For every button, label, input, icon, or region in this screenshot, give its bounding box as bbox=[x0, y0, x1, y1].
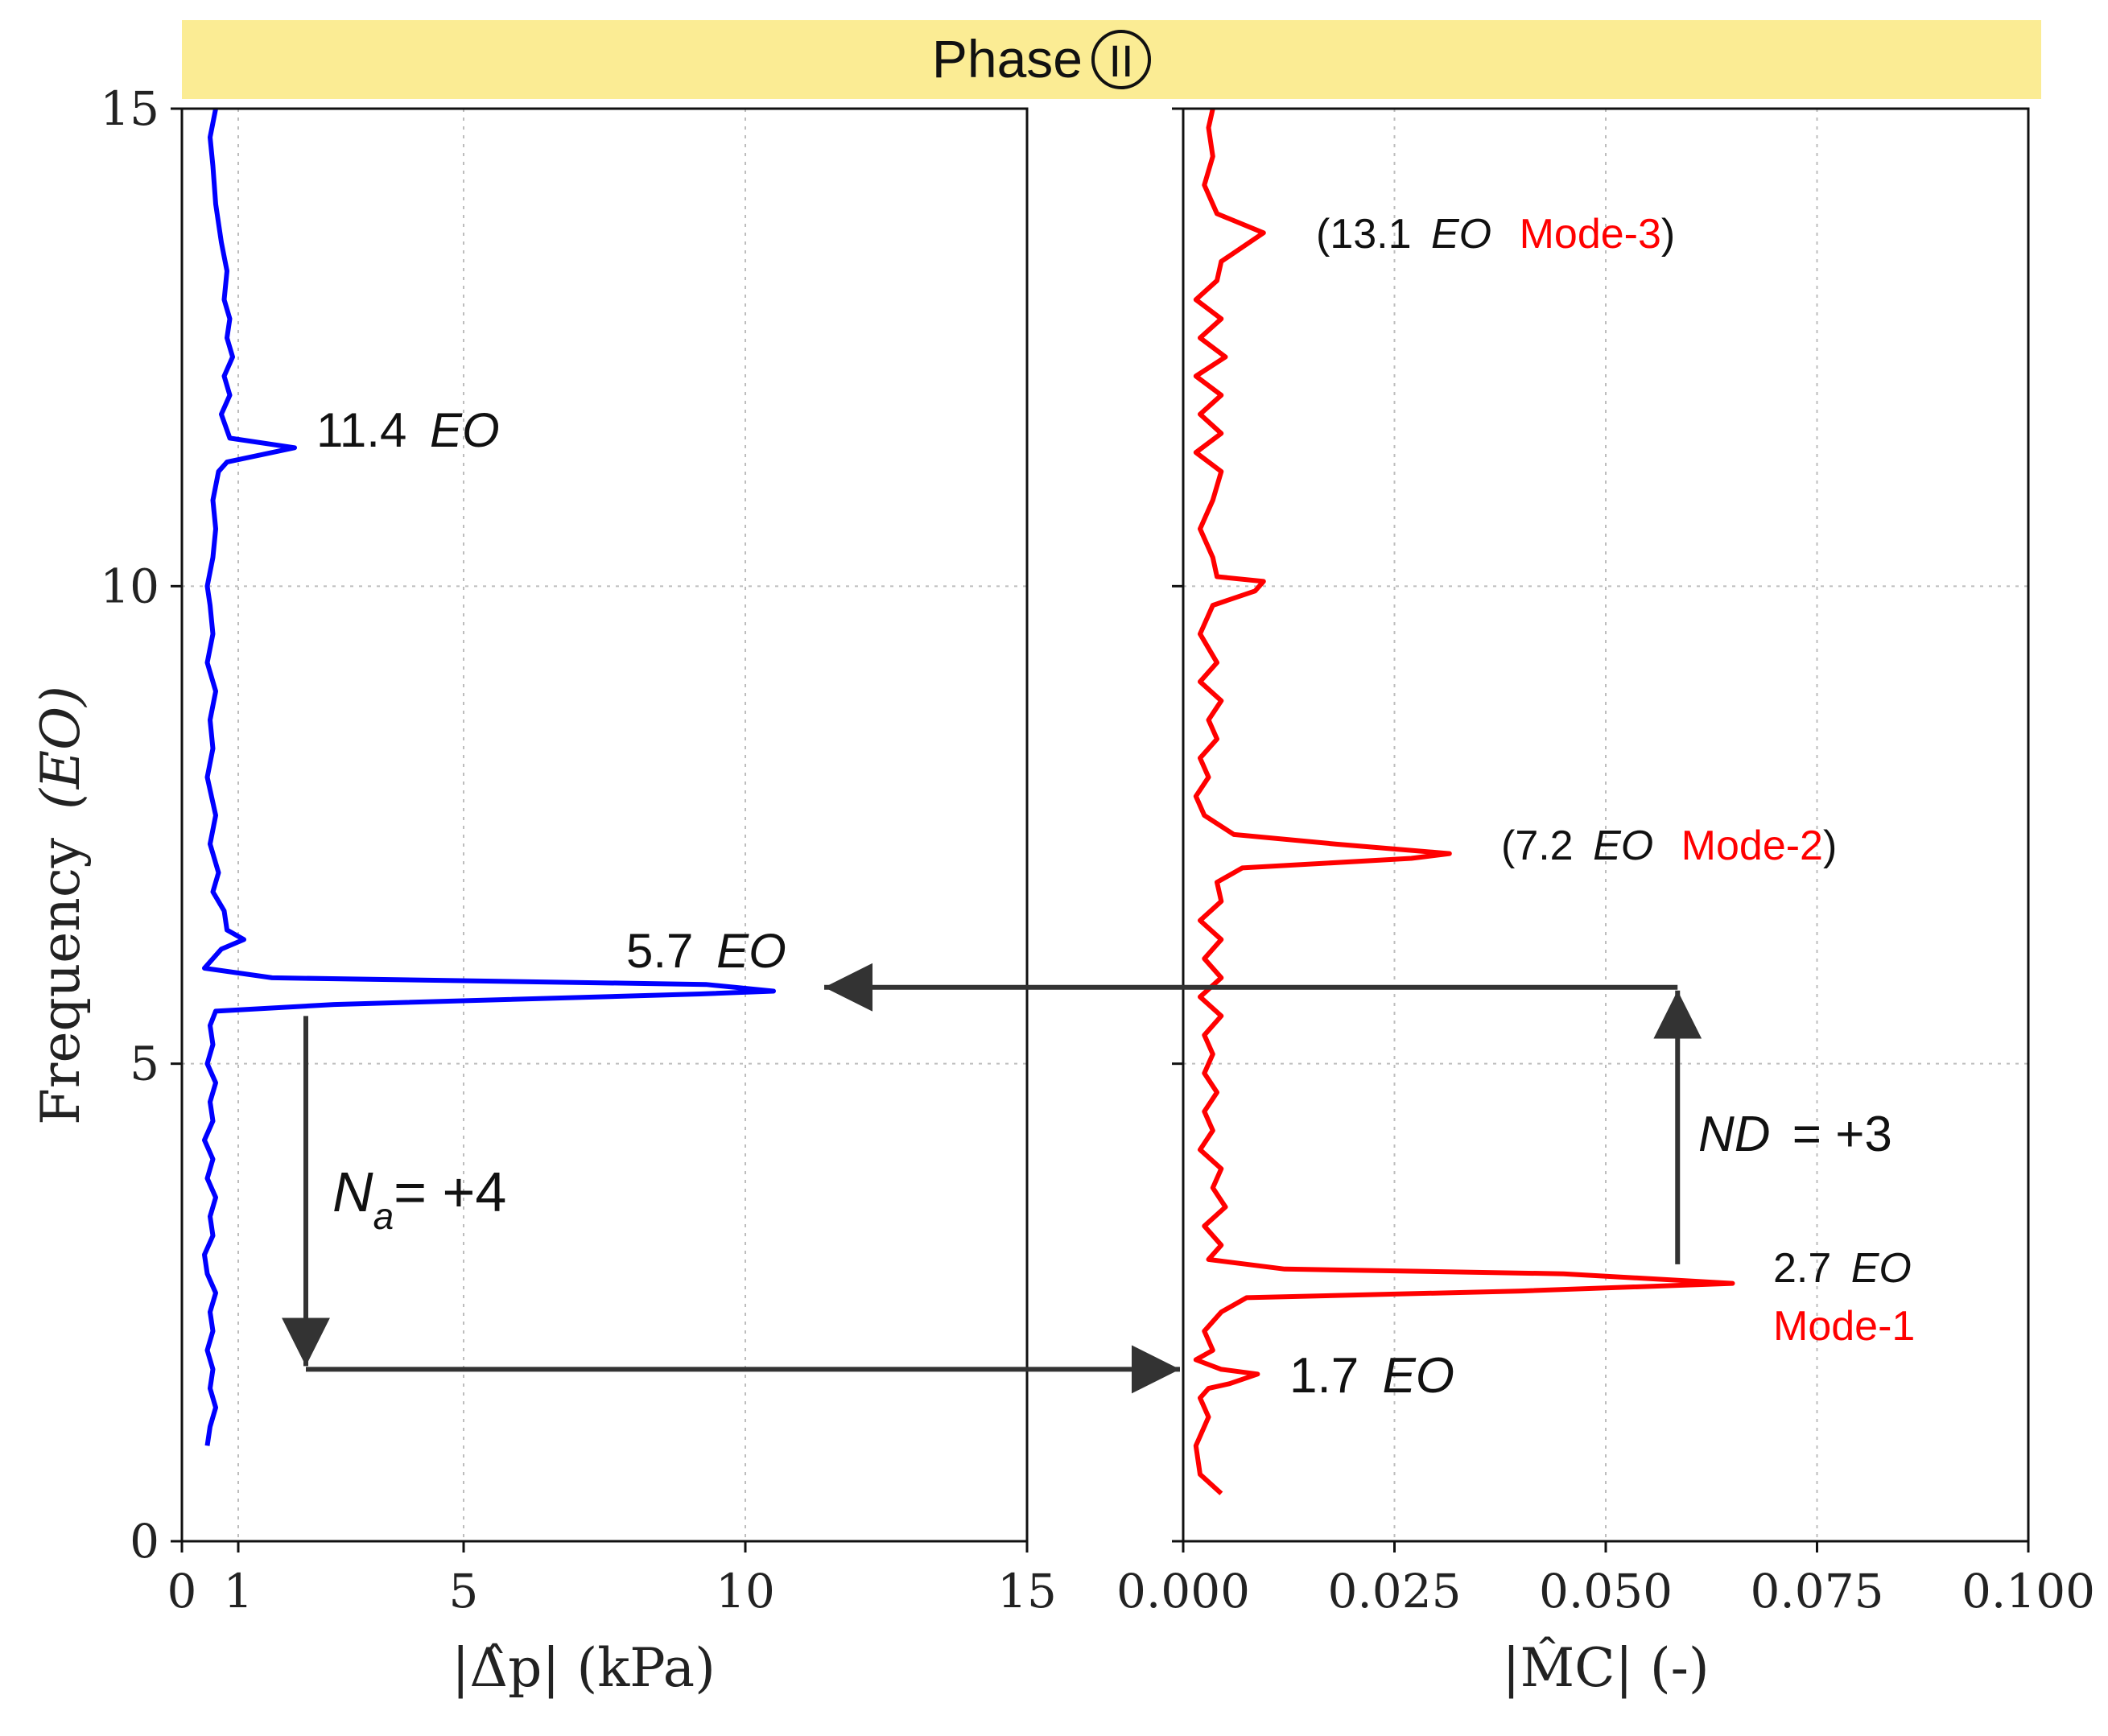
pressure-x-tick-label: 5 bbox=[449, 1564, 479, 1618]
annotation-11-4-eo: 11.4 EO bbox=[316, 403, 500, 457]
annotation-na: Na= +4 bbox=[332, 1161, 506, 1237]
annotation-mode-1: Mode-1 bbox=[1773, 1303, 1915, 1350]
y-axis-title: Frequency (EO) bbox=[30, 686, 92, 1125]
pressure-x-tick-label: 10 bbox=[716, 1564, 775, 1618]
y-axis-label: Frequency bbox=[30, 837, 92, 1125]
annotation-2-7-eo: 2.7 EO bbox=[1773, 1245, 1912, 1292]
annotation-5-7-eo: 5.7 EO bbox=[626, 924, 786, 978]
y-axis-unit: (EO) bbox=[30, 686, 92, 810]
pressure-panel-frame bbox=[180, 107, 1029, 1543]
annotation-7-2-eo-mode-2: (7.2 EO Mode-2) bbox=[1501, 823, 1837, 869]
modal-panel-frame bbox=[1182, 107, 2030, 1543]
pressure-x-tick-label: 15 bbox=[997, 1564, 1057, 1618]
modal-x-tick-label: 0.025 bbox=[1327, 1564, 1461, 1618]
pressure-x-tick-label: 1 bbox=[224, 1564, 254, 1618]
annotation-1-7-eo: 1.7 EO bbox=[1289, 1348, 1454, 1404]
phase-numeral-circle bbox=[1091, 30, 1151, 89]
annotation-13-1-eo-mode-3: (13.1 EO Mode-3) bbox=[1316, 211, 1675, 258]
modal-x-tick-label: 0.000 bbox=[1116, 1564, 1250, 1618]
modal-x-tick-label: 0.050 bbox=[1539, 1564, 1673, 1618]
y-tick-label: 5 bbox=[130, 1037, 159, 1091]
pressure-x-tick-label: 0 bbox=[167, 1564, 197, 1618]
modal-panel: 0.000 0.025 0.050 0.075 0.100 |M̂C| (-) bbox=[1116, 107, 2095, 1699]
modal-x-axis-title: |M̂C| (-) bbox=[1502, 1637, 1709, 1699]
annotation-nd: ND = +3 bbox=[1698, 1107, 1892, 1162]
modal-x-tick-label: 0.100 bbox=[1962, 1564, 2095, 1618]
phase-banner-label: Phase bbox=[932, 29, 1083, 89]
modal-x-tick-label: 0.075 bbox=[1750, 1564, 1883, 1618]
y-tick-label: 0 bbox=[130, 1514, 159, 1569]
y-tick-label: 15 bbox=[100, 81, 159, 136]
y-tick-label: 10 bbox=[100, 559, 159, 613]
pressure-series-line bbox=[202, 108, 776, 1446]
modal-series-line bbox=[1193, 108, 1735, 1495]
pressure-x-axis-title: |Δ̂p| (kPa) bbox=[452, 1637, 716, 1699]
phase-banner-numeral: II bbox=[1108, 35, 1133, 86]
